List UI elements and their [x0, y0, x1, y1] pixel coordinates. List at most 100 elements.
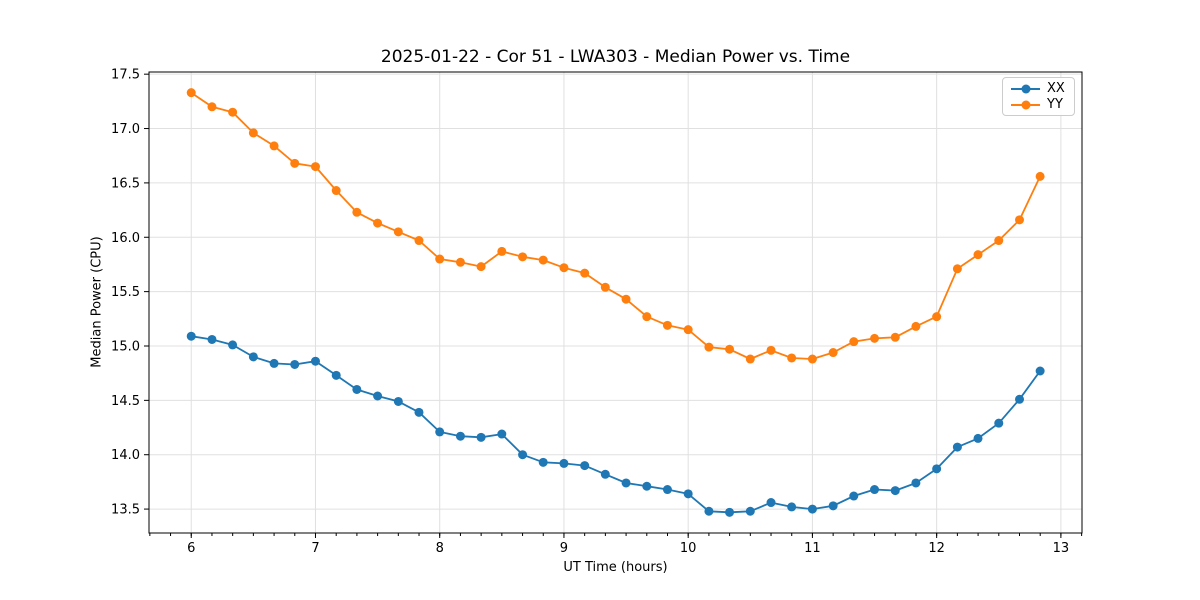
series-XX-point	[1035, 366, 1045, 376]
series-YY-point	[621, 294, 631, 304]
legend-label-xx: XX	[1047, 81, 1065, 96]
series-XX-point	[890, 486, 900, 496]
series-XX-point	[704, 506, 714, 516]
series-YY-point	[414, 236, 424, 246]
series-YY-point	[994, 236, 1004, 246]
series-YY-point	[331, 186, 341, 196]
series-XX-point	[725, 507, 735, 517]
series-XX-point	[642, 481, 652, 491]
x-tick-label: 9	[560, 541, 568, 556]
series-XX-point	[807, 504, 817, 514]
series-XX-point	[290, 359, 300, 369]
series-XX-point	[870, 485, 880, 495]
series-YY-point	[642, 312, 652, 322]
series-YY-point	[600, 282, 610, 292]
series-YY-point	[1015, 215, 1025, 225]
x-tick-label: 8	[436, 541, 444, 556]
x-tick-label: 7	[311, 541, 319, 556]
series-XX-point	[414, 407, 424, 417]
y-tick-label: 16.0	[111, 231, 140, 246]
series-YY-point	[807, 354, 817, 364]
series-XX-point	[207, 334, 217, 344]
series-YY-point	[849, 337, 859, 347]
y-tick-label: 15.0	[111, 339, 140, 354]
series-YY-point	[228, 107, 238, 117]
series-YY-point	[310, 162, 320, 172]
series-YY-point	[580, 268, 590, 278]
series-YY-point	[352, 207, 362, 217]
legend-entry-xx: XX	[1011, 82, 1065, 95]
series-YY-point	[248, 128, 258, 138]
series-XX-point	[952, 442, 962, 452]
series-YY-line	[190, 91, 1041, 360]
series-XX-point	[228, 340, 238, 350]
series-XX-point	[745, 506, 755, 516]
series-YY-point	[269, 141, 279, 151]
x-tick-label: 12	[928, 541, 945, 556]
series-XX-point	[310, 356, 320, 366]
legend-line-marker-icon	[1011, 100, 1040, 110]
x-axis-label: UT Time (hours)	[563, 560, 668, 575]
y-tick-label: 17.0	[111, 122, 140, 137]
series-YY-point	[497, 246, 507, 256]
series-XX-point	[352, 384, 362, 394]
x-tick-label: 10	[680, 541, 697, 556]
series-XX-point	[331, 370, 341, 380]
series-YY-point	[766, 345, 776, 355]
series-YY-point	[890, 332, 900, 342]
series-YY-point	[1035, 171, 1045, 181]
series-YY-point	[476, 262, 486, 272]
series-XX-point	[766, 498, 776, 508]
series-YY-point	[973, 250, 983, 260]
y-tick-label: 17.5	[111, 68, 140, 83]
x-tick-label: 13	[1053, 541, 1070, 556]
x-tick-label: 6	[187, 541, 195, 556]
series-YY-point	[932, 312, 942, 322]
series-YY-point	[538, 255, 548, 265]
legend-line-marker-icon	[1011, 84, 1040, 94]
legend-label-yy: YY	[1047, 97, 1063, 112]
series-XX-point	[269, 358, 279, 368]
series-YY-point	[911, 321, 921, 331]
series-YY-point	[683, 325, 693, 335]
legend-entry-yy: YY	[1011, 98, 1065, 111]
series-XX-point	[580, 461, 590, 471]
x-tick-label: 11	[804, 541, 821, 556]
series-XX-point	[973, 433, 983, 443]
series-XX-point	[621, 478, 631, 488]
series-XX-point	[911, 478, 921, 488]
series-YY-point	[186, 88, 196, 98]
y-tick-label: 15.5	[111, 285, 140, 300]
series-YY-point	[870, 333, 880, 343]
series-XX-point	[600, 469, 610, 479]
series-YY-point	[518, 252, 528, 262]
series-XX-point	[393, 396, 403, 406]
series-XX-point	[683, 489, 693, 499]
series-YY-point	[725, 344, 735, 354]
legend: XX YY	[1002, 77, 1075, 116]
chart-title: 2025-01-22 - Cor 51 - LWA303 - Median Po…	[380, 47, 851, 67]
series-XX-point	[559, 458, 569, 468]
series-XX-point	[435, 427, 445, 437]
y-axis-label: Median Power (CPU)	[89, 236, 105, 368]
series-YY-point	[207, 102, 217, 112]
axes-spines	[148, 71, 1083, 534]
series-XX-point	[1015, 394, 1025, 404]
series-YY-point	[952, 264, 962, 274]
series-YY-point	[455, 257, 465, 267]
series-XX-point	[828, 501, 838, 511]
series-XX-point	[248, 352, 258, 362]
y-tick-label: 16.5	[111, 176, 140, 191]
series-YY-point	[828, 348, 838, 358]
series-XX-point	[186, 331, 196, 341]
series-XX-point	[662, 485, 672, 495]
series-YY-point	[373, 218, 383, 228]
series-YY-point	[290, 158, 300, 168]
series-XX-point	[497, 429, 507, 439]
series-YY-point	[435, 254, 445, 264]
series-XX-point	[518, 450, 528, 460]
series-YY-point	[662, 320, 672, 330]
series-YY-point	[559, 263, 569, 273]
